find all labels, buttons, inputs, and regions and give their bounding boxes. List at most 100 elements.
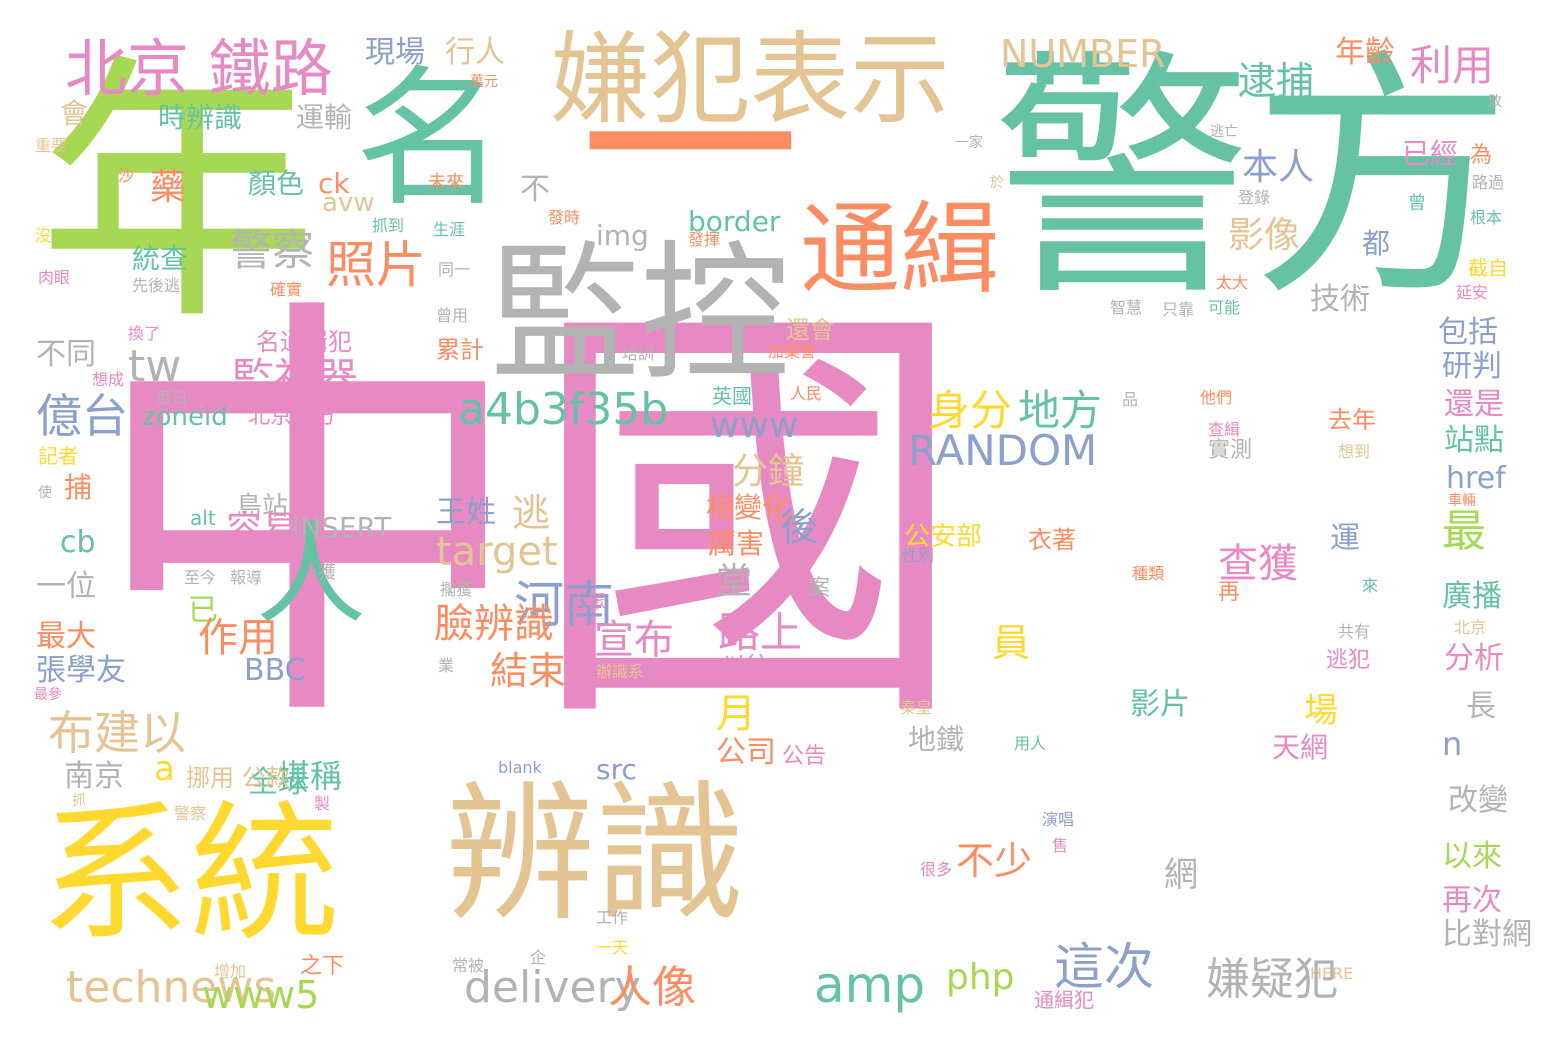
cloud-word: 一	[580, 22, 801, 278]
cloud-word: amp	[814, 956, 926, 1014]
cloud-word: 報導	[230, 568, 263, 587]
cloud-word: technews	[66, 962, 277, 1013]
cloud-word: 度日	[156, 388, 189, 407]
cloud-word: 還會	[786, 316, 834, 344]
cloud-word: 人像	[608, 962, 696, 1013]
cloud-word: ck	[318, 167, 350, 200]
cloud-word: 根本	[1470, 208, 1503, 227]
cloud-word: 同一	[438, 260, 471, 279]
cloud-word: 月	[716, 691, 756, 737]
cloud-word: 名通緝犯	[256, 328, 352, 356]
cloud-word: 累計	[436, 336, 484, 364]
cloud-word: 性別	[902, 546, 935, 565]
cloud-word: 辨識	[445, 768, 746, 942]
cloud-word: 站點	[1444, 423, 1504, 458]
cloud-word: src	[596, 753, 637, 786]
cloud-word: 全球	[248, 765, 308, 800]
cloud-word: 行人	[445, 35, 505, 70]
cloud-word: 王姓	[436, 495, 496, 530]
cloud-word: 獲	[318, 562, 336, 583]
cloud-word: HERE	[1310, 964, 1354, 983]
cloud-word: 智慧	[1110, 298, 1143, 317]
cloud-word: 南京	[64, 759, 124, 794]
cloud-word: 大眾	[570, 592, 606, 613]
cloud-word: 名	[355, 53, 506, 227]
cloud-word: 河南	[514, 576, 614, 634]
cloud-word: 藥	[150, 167, 187, 208]
cloud-word: 去年	[1328, 406, 1376, 434]
cloud-word: alt	[190, 506, 216, 530]
cloud-word: 運輸	[296, 101, 353, 134]
cloud-word: 統查	[132, 242, 189, 275]
cloud-word: 北京 鐵路	[65, 32, 333, 105]
cloud-word: 技術	[1310, 282, 1370, 317]
cloud-word: 抓	[72, 793, 86, 809]
cloud-word: 再次	[1442, 883, 1502, 918]
cloud-word: 北京警方	[248, 404, 337, 429]
cloud-word: 這次	[1054, 938, 1154, 996]
cloud-word: blank	[498, 758, 542, 777]
cloud-word: 嫌疑犯	[1206, 954, 1338, 1005]
cloud-word: 地鐵	[908, 723, 965, 756]
cloud-word: 只靠	[1162, 300, 1195, 319]
cloud-word: 最	[1442, 506, 1486, 557]
cloud-word: 時辨識	[158, 101, 243, 134]
cloud-word: 重要	[35, 136, 68, 155]
cloud-word: 換了	[128, 324, 161, 343]
cloud-word: 擱獲	[440, 580, 473, 599]
cloud-word: 沙	[118, 166, 135, 185]
cloud-word: 網	[1164, 855, 1198, 895]
cloud-word: 秦皇	[900, 698, 933, 717]
cloud-word: 北京	[1454, 618, 1487, 637]
cloud-word: 工作	[596, 908, 629, 927]
cloud-word: 至今	[184, 568, 217, 587]
cloud-word: 為	[1470, 143, 1493, 168]
cloud-word: 一天	[596, 938, 629, 957]
cloud-word: 演唱	[1042, 810, 1075, 829]
cloud-word: 員	[992, 621, 1031, 665]
cloud-word: 分析	[1444, 641, 1504, 676]
cloud-word: 逃犯	[1326, 648, 1371, 673]
cloud-word: border	[688, 205, 781, 238]
cloud-word: 肉眼	[38, 268, 71, 287]
cloud-word: 加業警	[768, 342, 817, 361]
cloud-word: 逮捕	[1238, 59, 1315, 103]
cloud-word: 分鐘	[732, 451, 805, 492]
cloud-word: 想到	[1338, 442, 1371, 461]
cloud-word: 太大	[1216, 273, 1249, 292]
cloud-word: 使	[38, 485, 52, 501]
cloud-word: 車輛	[1448, 493, 1476, 509]
cloud-word: 天網	[1272, 731, 1329, 764]
cloud-word: RANDOM	[908, 426, 1098, 475]
cloud-word: 一家	[955, 135, 983, 151]
cloud-word: 人	[256, 511, 366, 639]
cloud-word: 堂	[716, 561, 753, 602]
cloud-word: 登錄	[1238, 188, 1271, 207]
cloud-word: 張學友	[36, 653, 126, 688]
cloud-word: target	[436, 529, 558, 575]
cloud-word: 案	[808, 576, 831, 601]
cloud-word: 年齡	[1335, 35, 1395, 70]
cloud-word: 一位	[36, 569, 96, 604]
cloud-word: 售	[1052, 836, 1069, 855]
cloud-word: 製	[314, 794, 331, 813]
cloud-word: 監視器	[232, 354, 359, 403]
cloud-word: www	[710, 405, 799, 446]
cloud-word: 衣著	[1028, 526, 1076, 554]
cloud-word: a	[154, 749, 175, 789]
cloud-word: 厲害	[708, 527, 765, 560]
cloud-word: 嫌犯表示	[550, 21, 950, 138]
cloud-word: 之下	[300, 954, 345, 979]
cloud-word: 查獲	[1218, 541, 1298, 587]
cloud-word: 人民	[790, 384, 823, 403]
cloud-word: 顏色	[248, 167, 305, 200]
cloud-word: www5	[202, 973, 320, 1017]
cloud-word: 生涯	[433, 220, 466, 239]
cloud-word: 沒	[35, 226, 52, 245]
cloud-word: 後	[780, 505, 819, 549]
cloud-word: delivery	[464, 962, 641, 1013]
cloud-word: 逃	[512, 491, 551, 535]
cloud-word: 增加	[214, 962, 247, 981]
cloud-word: 敗	[1488, 94, 1502, 110]
cloud-word: 曾用	[436, 306, 469, 325]
